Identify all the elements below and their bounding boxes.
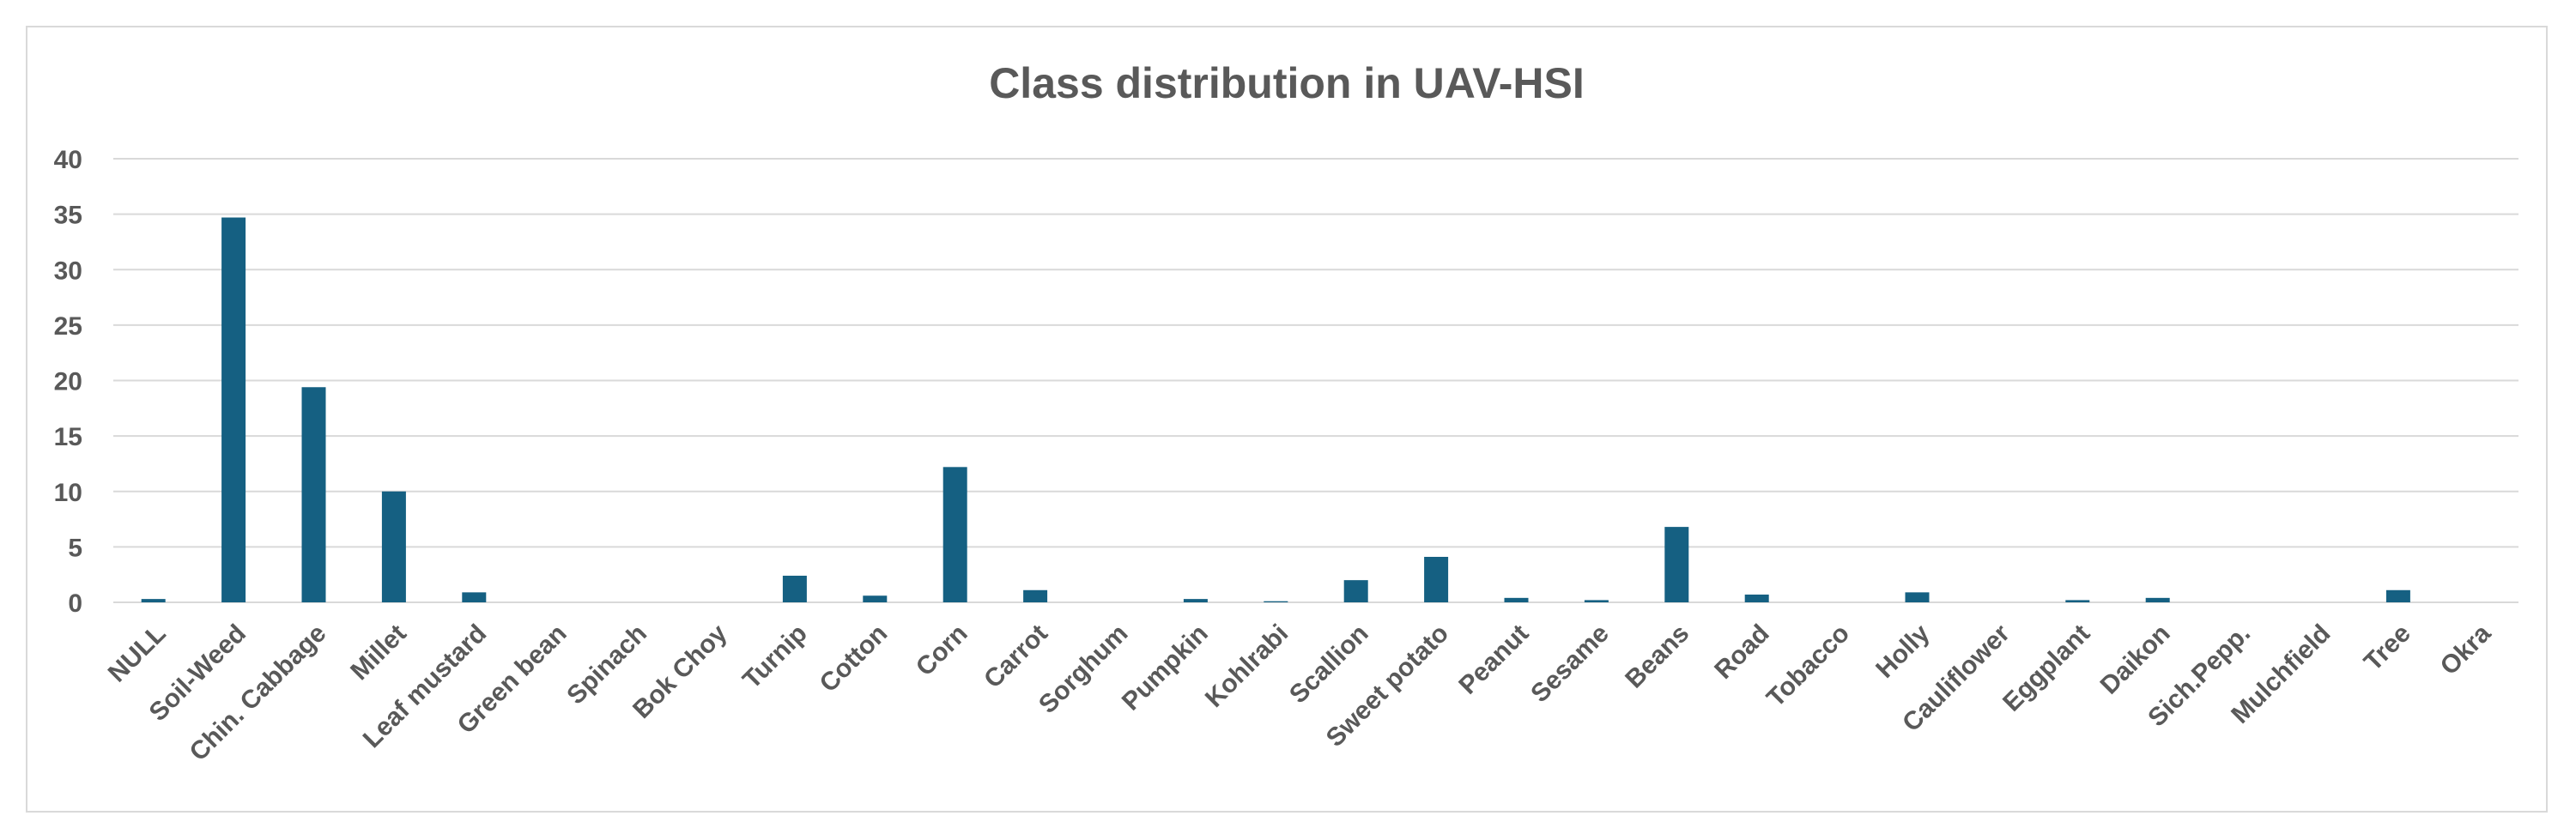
bar	[1343, 580, 1368, 602]
x-tick-label: Corn	[911, 619, 973, 682]
bar	[1664, 527, 1689, 602]
x-tick-label: Tree	[2359, 619, 2416, 677]
x-tick-label: NULL	[103, 619, 172, 688]
bar	[782, 575, 807, 602]
x-tick-label: Daikon	[2095, 619, 2176, 700]
gridlines	[113, 158, 2518, 603]
bar	[141, 599, 166, 602]
bar-chart: Class distribution in UAV-HSI 0 5 10 15 20 25…	[54, 59, 2518, 766]
chart-area: Class distribution in UAV-HSI 0 5 10 15 20 25…	[26, 26, 2548, 813]
x-tick-label: Cotton	[815, 619, 894, 698]
bar	[1504, 597, 1529, 602]
y-tick-label: 35	[54, 202, 82, 230]
bar	[1744, 594, 1769, 602]
x-tick-label: Sesame	[1525, 619, 1615, 709]
bar	[2385, 589, 2410, 602]
x-tick-label: Chin. Cabbage	[185, 619, 332, 767]
bar	[1183, 599, 1208, 602]
y-tick-label: 0	[68, 589, 82, 618]
bar	[863, 595, 888, 602]
x-tick-label: Holly	[1870, 619, 1935, 683]
x-tick-label: Kohlrabi	[1200, 619, 1294, 713]
bar	[1424, 557, 1449, 602]
x-tick-label: Millet	[345, 619, 412, 686]
bar	[1584, 600, 1609, 602]
bar	[1905, 592, 1930, 602]
bar	[462, 592, 487, 602]
bar	[381, 491, 406, 602]
bar	[301, 387, 326, 602]
x-tick-label: Okra	[2435, 619, 2497, 680]
bar	[1264, 601, 1288, 602]
bar	[2145, 597, 2170, 602]
x-tick-label: Pumpkin	[1117, 619, 1214, 716]
x-tick-label: Tobacco	[1761, 619, 1855, 713]
y-tick-label: 25	[54, 312, 82, 341]
y-tick-label: 40	[54, 146, 82, 174]
x-tick-label: Beans	[1620, 619, 1694, 694]
bar	[943, 467, 967, 602]
x-tick-label: Peanut	[1453, 619, 1534, 700]
x-tick-label: Road	[1709, 619, 1774, 685]
y-tick-label: 20	[54, 368, 82, 396]
bar	[221, 217, 246, 602]
y-tick-label: 30	[54, 257, 82, 285]
y-axis: 0 5 10 15 20 25 30 35 40	[54, 146, 82, 618]
x-tick-label: Turnip	[737, 619, 813, 695]
bar	[2065, 600, 2090, 602]
y-tick-label: 15	[54, 423, 82, 451]
bars	[141, 217, 2410, 602]
y-tick-label: 10	[54, 479, 82, 507]
bar	[1023, 589, 1048, 602]
y-tick-label: 5	[68, 534, 82, 562]
x-tick-label: Eggplant	[1997, 619, 2095, 717]
chart-title: Class distribution in UAV-HSI	[989, 59, 1585, 107]
x-tick-label: Carrot	[979, 619, 1053, 694]
x-tick-label: Sorghum	[1033, 619, 1133, 719]
